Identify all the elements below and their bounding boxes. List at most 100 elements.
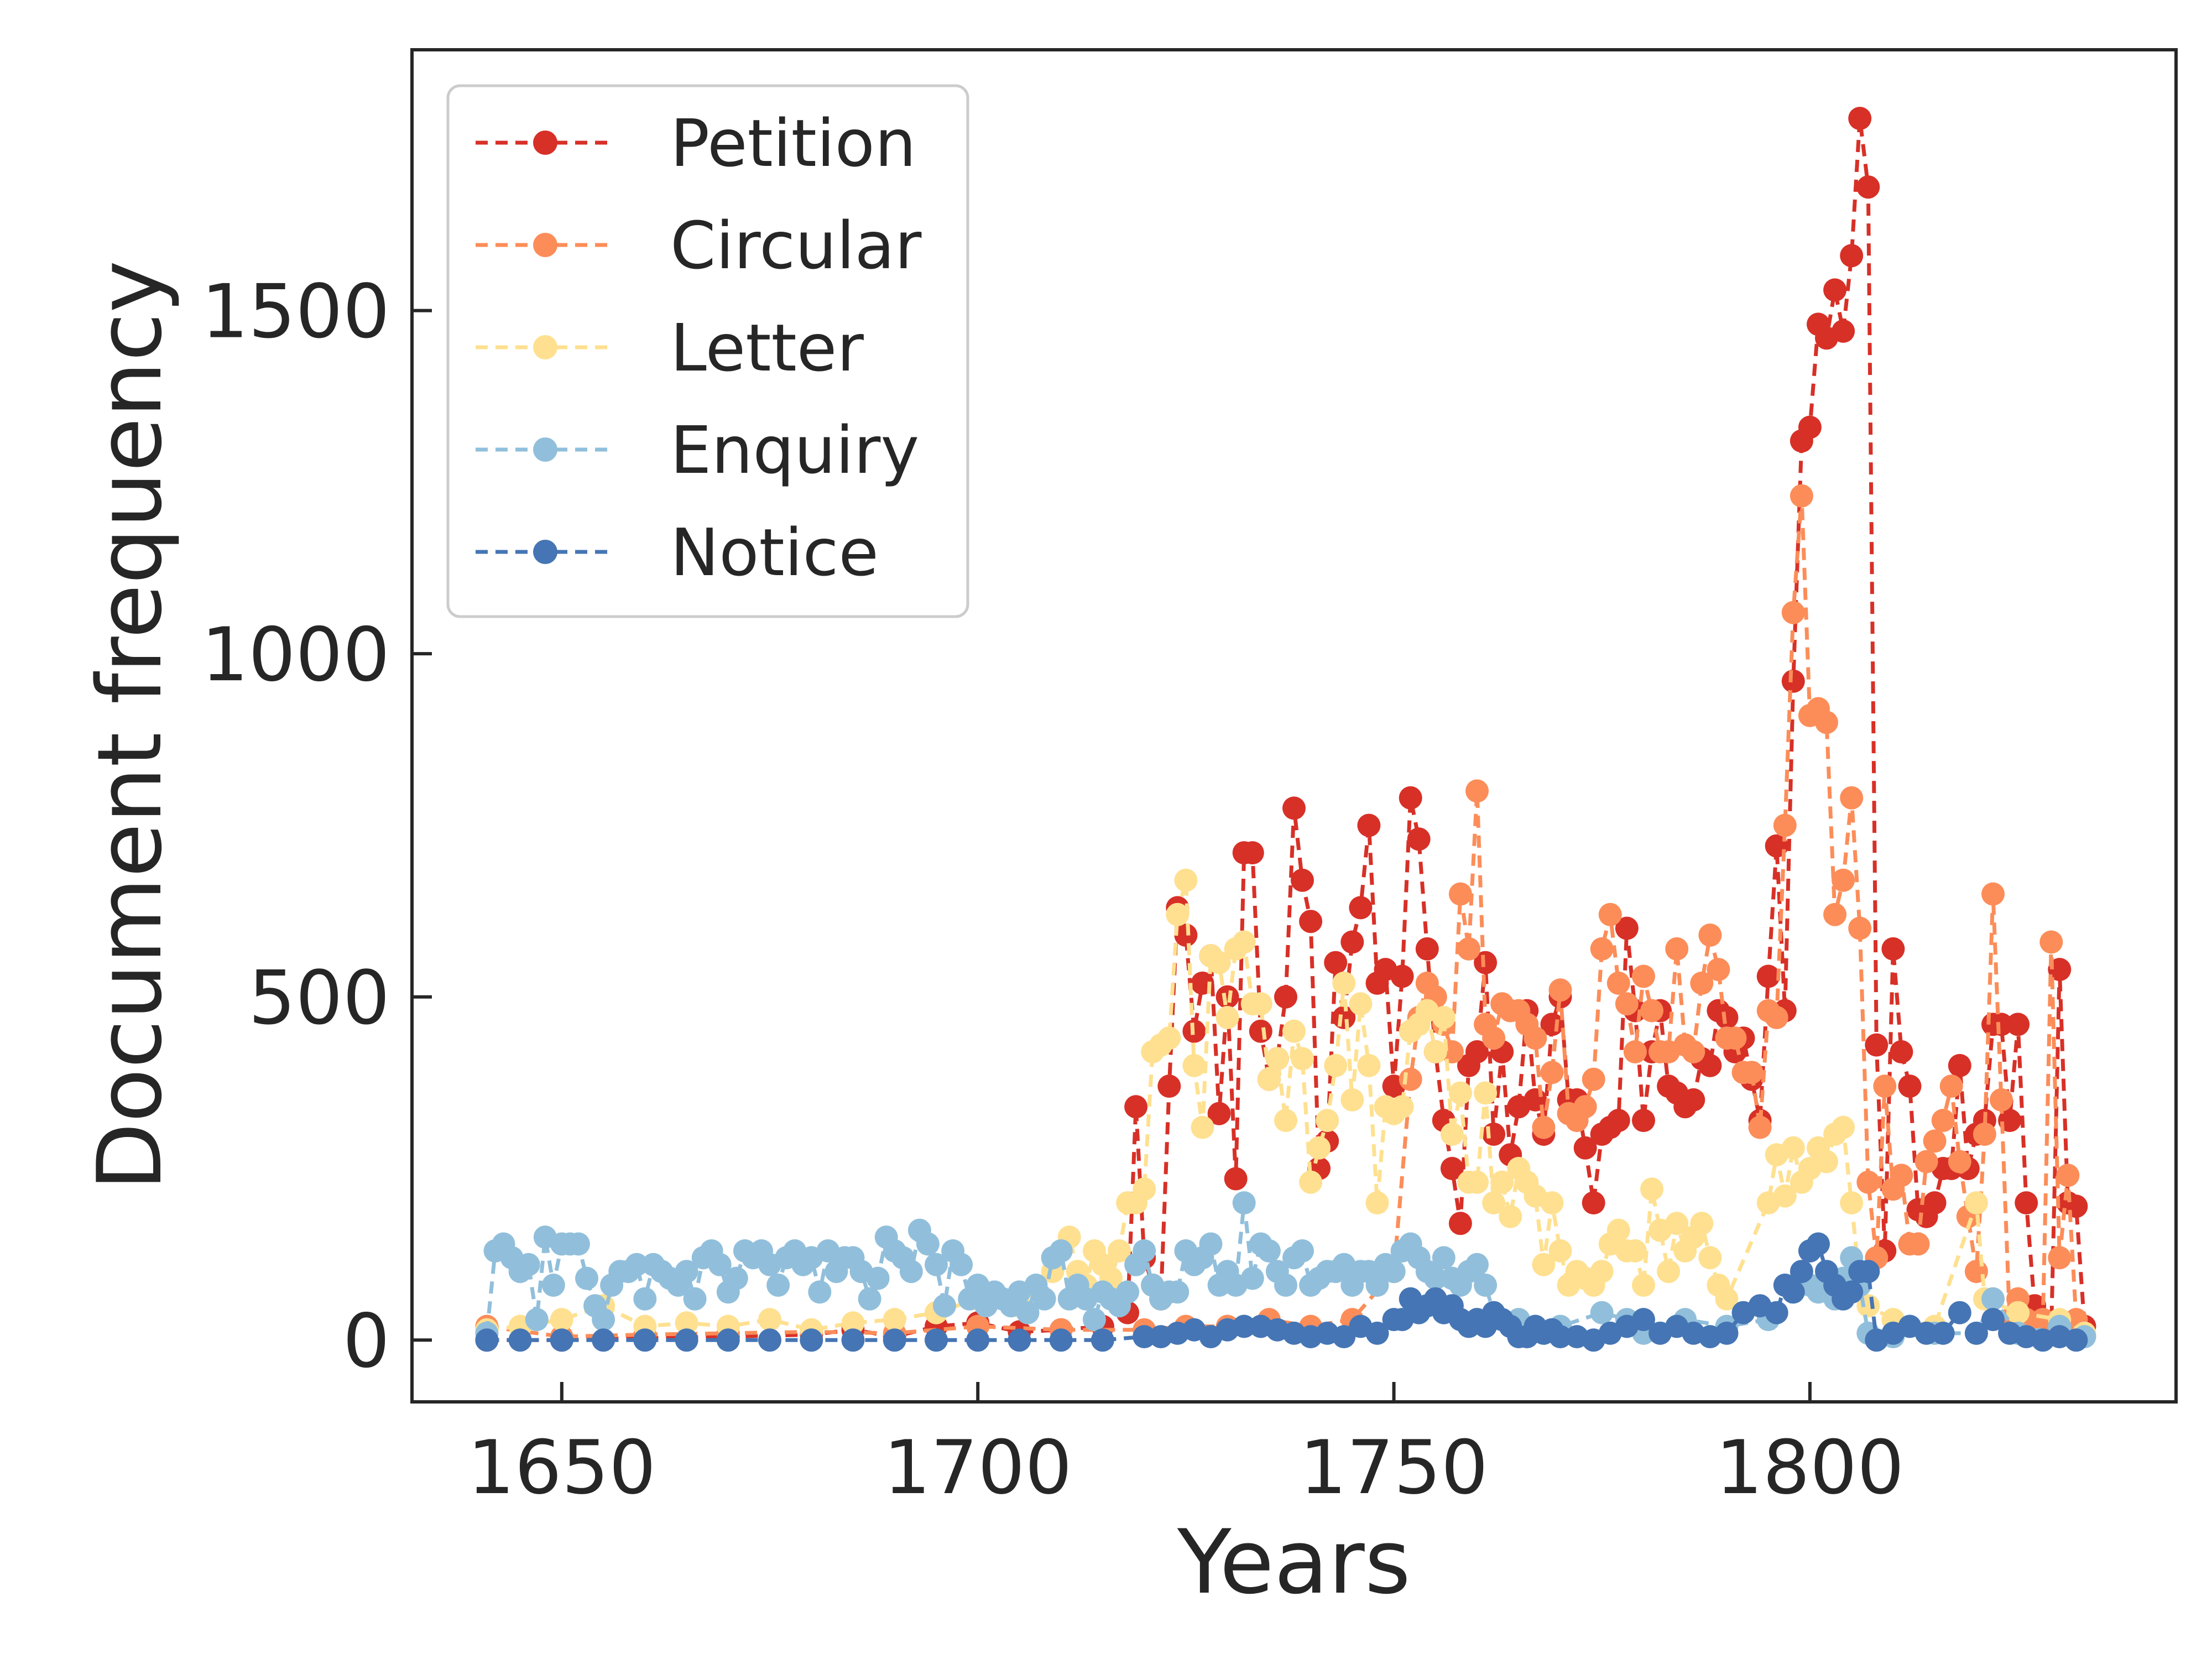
data-point-circular	[1914, 1150, 1938, 1173]
data-point-letter	[1349, 992, 1373, 1016]
data-point-petition	[1840, 244, 1864, 268]
data-point-notice	[1133, 1325, 1156, 1349]
data-point-circular	[1948, 1150, 1971, 1173]
data-point-circular	[1598, 902, 1622, 926]
data-point-enquiry	[525, 1308, 549, 1332]
data-point-notice	[592, 1328, 615, 1352]
data-point-enquiry	[1166, 1280, 1190, 1304]
legend-label-circular: Circular	[670, 207, 922, 284]
data-point-circular	[1582, 1067, 1605, 1091]
data-point-letter	[1964, 1191, 1988, 1215]
data-point-letter	[1215, 1006, 1239, 1029]
data-point-circular	[1781, 601, 1805, 624]
data-point-petition	[1698, 1053, 1722, 1077]
data-point-letter	[1623, 1239, 1647, 1262]
data-point-letter	[1166, 902, 1190, 926]
data-point-petition	[1474, 951, 1498, 974]
data-point-petition	[1865, 1033, 1888, 1057]
ticks-layer: 1650 1700 1750 1800 0 500 1000 1500	[201, 269, 1904, 1511]
data-point-circular	[1931, 1109, 1955, 1133]
data-point-letter	[1448, 1081, 1472, 1105]
data-point-circular	[2039, 930, 2063, 954]
data-point-circular	[1890, 1164, 1913, 1187]
data-point-letter	[1423, 1040, 1447, 1063]
data-point-circular	[1823, 902, 1847, 926]
data-point-circular	[2048, 1246, 2072, 1270]
data-point-letter	[1274, 1109, 1297, 1133]
data-point-notice	[1840, 1280, 1864, 1304]
data-point-circular	[1606, 971, 1630, 995]
data-point-notice	[508, 1328, 532, 1352]
data-point-petition	[1990, 1013, 2013, 1036]
data-point-letter	[1781, 1136, 1805, 1160]
data-point-enquiry	[1981, 1287, 2005, 1311]
data-point-enquiry	[766, 1274, 790, 1297]
data-point-enquiry	[541, 1274, 565, 1297]
legend-box	[446, 84, 969, 618]
data-point-circular	[1923, 1129, 1947, 1153]
data-point-circular	[1773, 813, 1797, 837]
data-point-enquiry	[1274, 1274, 1297, 1297]
data-point-petition	[1606, 1109, 1630, 1133]
data-point-enquiry	[1199, 1232, 1223, 1256]
data-point-enquiry	[1590, 1301, 1614, 1324]
data-point-petition	[1781, 669, 1805, 693]
data-point-petition	[1124, 1095, 1148, 1119]
data-point-notice	[1790, 1260, 1813, 1284]
data-point-enquiry	[1257, 1239, 1281, 1262]
data-point-petition	[1415, 937, 1439, 961]
data-point-petition	[1682, 1088, 1705, 1112]
data-point-letter	[1133, 1177, 1156, 1201]
data-point-notice	[1008, 1328, 1031, 1352]
series-notice	[475, 1232, 2088, 1352]
data-point-notice	[633, 1328, 657, 1352]
data-point-petition	[1407, 827, 1431, 851]
data-point-letter	[1299, 1170, 1323, 1194]
data-point-petition	[1856, 175, 1880, 199]
data-point-notice	[1807, 1232, 1830, 1256]
data-point-letter	[1490, 1170, 1514, 1194]
legend-marker-circular	[533, 233, 557, 257]
data-point-circular	[1665, 937, 1689, 961]
data-point-petition	[1357, 813, 1381, 837]
data-point-enquiry	[1474, 1274, 1498, 1297]
data-point-letter	[1108, 1239, 1131, 1262]
data-point-letter	[1182, 1053, 1206, 1077]
data-point-petition	[1240, 841, 1264, 865]
y-tick-label: 0	[343, 1298, 390, 1384]
data-point-circular	[1540, 1061, 1564, 1084]
data-point-petition	[1390, 964, 1414, 988]
data-point-letter	[1432, 1006, 1455, 1029]
data-point-petition	[1923, 1191, 1947, 1215]
data-point-letter	[1249, 992, 1272, 1016]
data-point-petition	[1448, 1212, 1472, 1235]
data-point-circular	[1548, 978, 1572, 1002]
data-point-circular	[1873, 1074, 1897, 1098]
x-tick-label: 1700	[884, 1425, 1072, 1511]
data-point-petition	[1399, 786, 1422, 810]
legend-item-petition: Petition	[476, 105, 916, 181]
legend-marker-petition	[533, 131, 557, 155]
data-point-circular	[1740, 1061, 1764, 1084]
data-point-circular	[1632, 964, 1655, 988]
data-point-circular	[1990, 1088, 2013, 1112]
data-point-petition	[1157, 1074, 1181, 1098]
data-point-petition	[1715, 1006, 1739, 1029]
data-point-petition	[1823, 278, 1847, 302]
legend-item-letter: Letter	[476, 310, 864, 386]
legend-marker-letter	[533, 335, 557, 359]
series-layer	[475, 107, 2096, 1352]
data-point-enquiry	[625, 1253, 649, 1276]
data-point-notice	[1765, 1301, 1788, 1324]
data-point-letter	[1606, 1218, 1630, 1242]
data-point-petition	[2015, 1191, 2038, 1215]
data-point-enquiry	[1232, 1191, 1256, 1215]
data-point-letter	[1499, 1204, 1522, 1228]
data-point-letter	[550, 1308, 573, 1332]
data-point-notice	[966, 1328, 990, 1352]
data-point-circular	[1482, 1026, 1506, 1050]
data-point-letter	[1532, 1253, 1556, 1276]
data-point-petition	[1832, 319, 1855, 343]
data-point-letter	[1832, 1115, 1855, 1139]
